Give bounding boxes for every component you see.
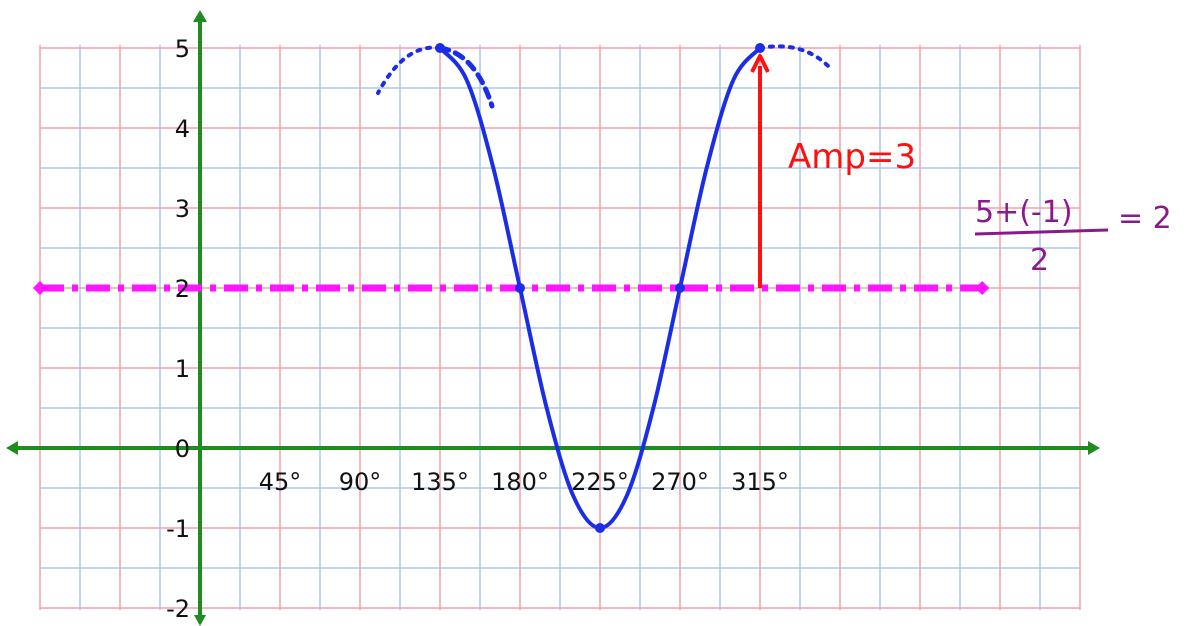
key-point (515, 283, 525, 293)
amplitude-label: Amp=3 (788, 137, 916, 177)
tick-labels: 45° 90° 135° 180° 225° 270° 315° 5 4 3 2 1 0 -1 -2 (166, 35, 789, 623)
y-tick-label: -1 (166, 515, 190, 543)
x-tick-label: 315° (731, 468, 789, 496)
midline-formula-numerator: 5+(-1) (975, 195, 1073, 230)
midline-formula-result: = 2 (1118, 201, 1172, 236)
y-axis-arrow-bottom (194, 615, 206, 626)
x-tick-label: 270° (651, 468, 709, 496)
y-tick-label: 1 (175, 355, 190, 383)
x-axis-arrow-left (6, 441, 18, 455)
x-tick-label: 180° (491, 468, 549, 496)
x-tick-label: 135° (411, 468, 469, 496)
y-axis-arrow-top (193, 10, 207, 22)
y-tick-label: 0 (175, 435, 190, 463)
midline-formula-denominator: 2 (1030, 243, 1049, 278)
y-tick-label: 2 (175, 275, 190, 303)
key-point (675, 283, 685, 293)
key-point (755, 43, 765, 53)
midline-formula-fraction-bar (975, 230, 1108, 234)
x-tick-label: 45° (259, 468, 302, 496)
y-tick-label: 4 (175, 115, 190, 143)
midline-end-marker (975, 281, 989, 295)
x-axis-arrow-right (1088, 441, 1100, 455)
x-tick-label: 225° (571, 468, 629, 496)
y-tick-label: 5 (175, 35, 190, 63)
amplitude-arrow-layer (752, 56, 768, 288)
series-dotted-extension (760, 46, 832, 70)
grid (40, 45, 1080, 610)
key-point (435, 43, 445, 53)
y-tick-label: -2 (166, 595, 190, 623)
y-tick-label: 3 (175, 195, 190, 223)
series-dotted-extension (378, 48, 440, 93)
x-tick-label: 90° (339, 468, 382, 496)
key-point (595, 523, 605, 533)
midline-end-marker (33, 281, 47, 295)
